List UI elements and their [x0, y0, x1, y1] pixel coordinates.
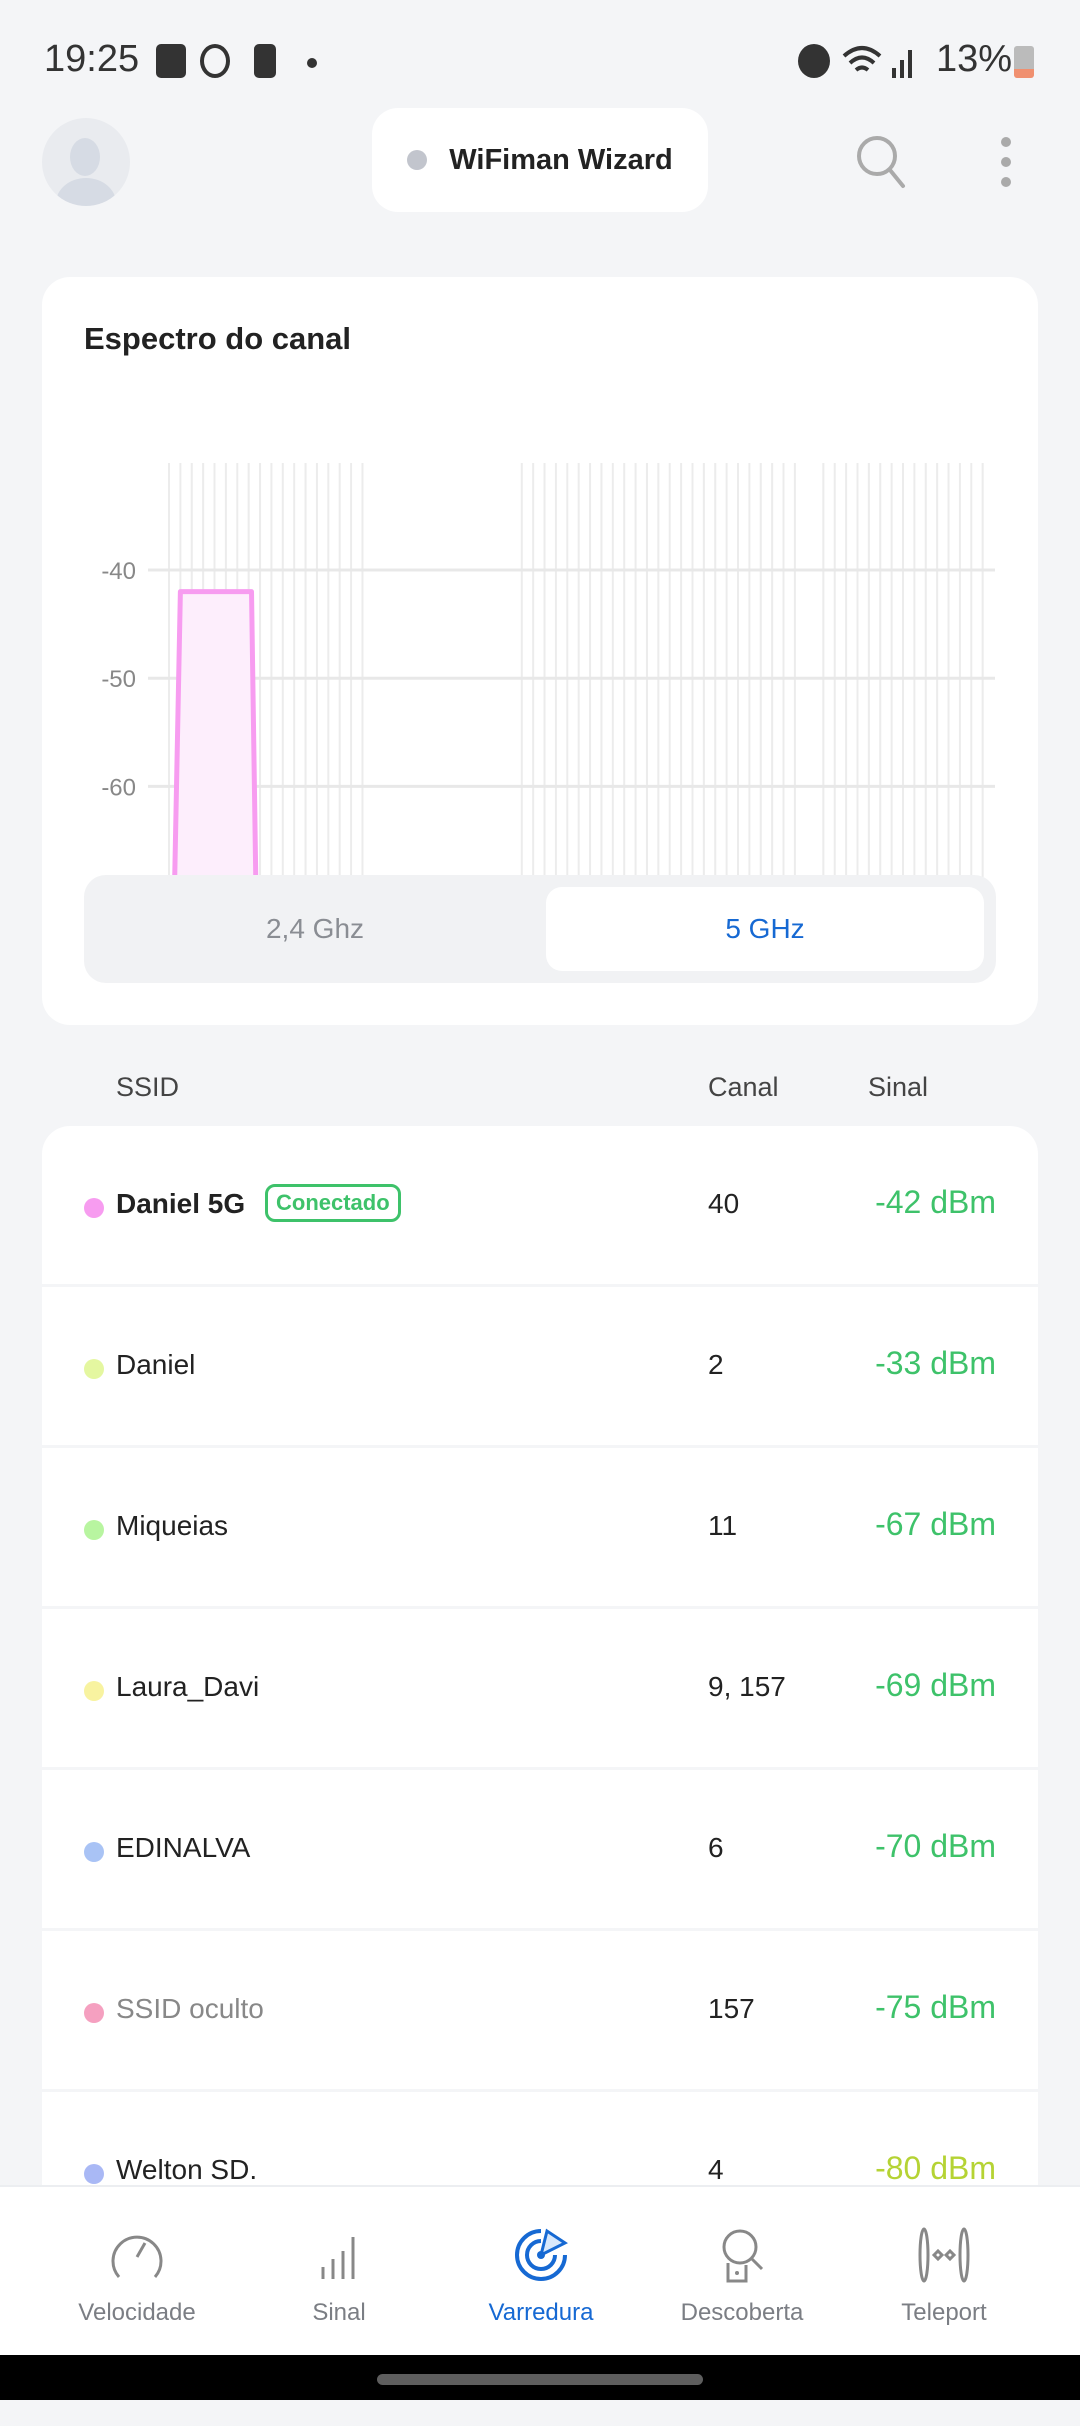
network-color-dot [84, 2003, 104, 2023]
ssid-name: Daniel [116, 1349, 196, 1380]
network-row[interactable]: Miqueias 11 -67 dBm [42, 1448, 1038, 1606]
channel-value: 157 [708, 1993, 755, 2024]
band-5ghz-tab[interactable]: 5 GHz [546, 887, 984, 971]
home-handle[interactable] [377, 2374, 703, 2385]
network-row[interactable]: Daniel 2 -33 dBm [42, 1287, 1038, 1445]
search-icon[interactable] [855, 134, 907, 190]
network-color-dot [84, 2164, 104, 2184]
network-color-dot [84, 1681, 104, 1701]
wizard-title: WiFiman Wizard [449, 143, 673, 176]
network-row[interactable]: Laura_Davi 9, 157 -69 dBm [42, 1609, 1038, 1767]
network-list: Daniel 5G Conectado 40 -42 dBm Daniel 2 … [42, 1126, 1038, 2426]
ssid-name: Daniel 5G [116, 1188, 246, 1219]
channel-value: 40 [708, 1188, 740, 1219]
ssid-name: EDINALVA [116, 1832, 251, 1863]
nav-descoberta[interactable]: Descoberta [642, 2187, 842, 2357]
signal-column-header[interactable]: Sinal [868, 1072, 929, 1102]
network-row[interactable]: SSID oculto 157 -75 dBm [42, 1931, 1038, 2089]
avatar[interactable] [42, 118, 130, 206]
nav-sinal[interactable]: Sinal [239, 2187, 439, 2357]
bottom-nav: Velocidade Sinal Varredura Descoberta Te… [0, 2185, 1080, 2355]
ssid-name: Miqueias [116, 1510, 229, 1541]
channel-value: 6 [708, 1832, 724, 1863]
nav-teleport[interactable]: Teleport [844, 2187, 1044, 2357]
network-color-dot [84, 1520, 104, 1540]
gallery-icon [156, 44, 186, 78]
signal-bars-icon [321, 2237, 355, 2279]
wifi-signal-icon [842, 46, 912, 78]
battery-icon [1014, 46, 1034, 78]
radar-icon [515, 2228, 568, 2281]
signal-value: -75 dBm [875, 1989, 996, 2025]
signal-value: -67 dBm [875, 1506, 996, 1542]
ssid-name: SSID oculto [116, 1993, 264, 2024]
signal-value: -42 dBm [875, 1184, 996, 1220]
channel-value: 9, 157 [708, 1671, 786, 1702]
spectrum-card: Espectro do canal -40-50-60-70-80-903450… [42, 277, 1038, 1025]
series-area [174, 591, 256, 877]
y-tick-label: -40 [101, 558, 136, 585]
series-line [172, 589, 259, 877]
band-selector: 2,4 Ghz 5 GHz [84, 875, 996, 983]
more-notifications-icon [307, 58, 317, 68]
network-row[interactable]: Daniel 5G Conectado 40 -42 dBm [42, 1126, 1038, 1284]
more-menu-icon[interactable] [996, 136, 1016, 188]
ssid-name: Welton SD. [116, 2154, 258, 2185]
signal-value: -70 dBm [875, 1828, 996, 1864]
nav-velocidade[interactable]: Velocidade [37, 2187, 237, 2357]
signal-value: -33 dBm [875, 1345, 996, 1381]
teleport-icon [918, 2227, 970, 2283]
spectrum-chart: -40-50-60-70-80-9034506896114138157169 [101, 463, 995, 877]
status-bar: 19:25 13% [0, 0, 1080, 120]
battery-percent: 13% [936, 38, 1013, 80]
network-row[interactable]: EDINALVA 6 -70 dBm [42, 1770, 1038, 1928]
channel-value: 4 [708, 2154, 724, 2185]
ssid-column-header[interactable]: SSID [116, 1072, 180, 1102]
alarm-icon [798, 44, 830, 78]
whatsapp-icon [200, 44, 230, 78]
spectrum-title: Espectro do canal [84, 321, 352, 356]
nav-varredura[interactable]: Varredura [441, 2187, 641, 2357]
signal-value: -69 dBm [875, 1667, 996, 1703]
speedometer-icon [111, 2235, 163, 2278]
wizard-button[interactable]: WiFiman Wizard [372, 108, 708, 212]
status-time: 19:25 [44, 38, 140, 80]
network-color-dot [84, 1198, 104, 1218]
alert-icon [254, 44, 276, 78]
y-tick-label: -50 [101, 666, 136, 693]
system-nav-bar [0, 2355, 1080, 2400]
discovery-icon [722, 2229, 764, 2283]
channel-value: 11 [708, 1510, 738, 1541]
y-tick-label: -60 [101, 774, 136, 801]
network-color-dot [84, 1359, 104, 1379]
status-dot [407, 150, 428, 170]
connected-badge: Conectado [265, 1184, 401, 1222]
network-color-dot [84, 1842, 104, 1862]
channel-column-header[interactable]: Canal [708, 1072, 779, 1102]
ssid-name: Laura_Davi [116, 1671, 260, 1702]
channel-value: 2 [708, 1349, 724, 1380]
band-2-4ghz-tab[interactable]: 2,4 Ghz [265, 913, 365, 944]
signal-value: -80 dBm [875, 2150, 996, 2186]
